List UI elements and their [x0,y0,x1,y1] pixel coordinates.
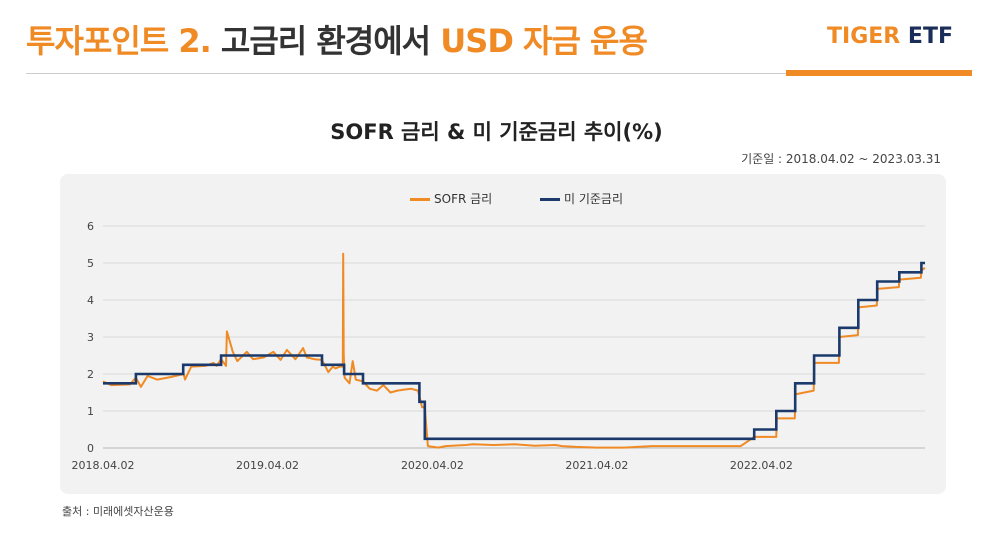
header-rule [26,73,786,74]
series-line-sofr [102,252,926,449]
header-accent-bar [786,70,972,76]
y-tick-label: 4 [87,294,94,307]
x-tick-label: 2018.04.02 [72,459,135,472]
page-title: 투자포인트 2. 고금리 환경에서 USD 자금 운용 [26,16,648,62]
title-part-3: USD 자금 운용 [440,22,648,60]
basis-date: 기준일 : 2018.04.02 ~ 2023.03.31 [741,152,941,166]
legend-fed-label: 미 기준금리 [564,192,624,206]
x-tick-label: 2022.04.02 [730,459,793,472]
legend-fed: 미 기준금리 [540,190,623,207]
tiger-etf-logo: TIGER ETF [827,24,953,49]
logo-etf: ETF [907,24,953,49]
series-line-fed-rate [103,261,925,441]
legend-fed-swatch [540,198,560,201]
y-tick-label: 2 [87,368,94,381]
x-tick-label: 2020.04.02 [401,459,464,472]
y-tick-label: 6 [87,220,94,233]
y-tick-label: 5 [87,257,94,270]
legend-sofr-swatch [410,198,430,201]
source-note: 출처 : 미래에셋자산운용 [62,505,174,518]
y-tick-label: 3 [87,331,94,344]
logo-tiger: TIGER [827,24,901,49]
x-tick-label: 2019.04.02 [236,459,299,472]
chart-panel [60,174,946,494]
chart-title: SOFR 금리 & 미 기준금리 추이(%) [330,120,663,144]
legend-sofr-label: SOFR 금리 [434,192,493,206]
x-tick-label: 2021.04.02 [565,459,628,472]
title-part-1: 투자포인트 2. [26,22,212,60]
title-part-2: 고금리 환경에서 [220,22,431,60]
y-tick-label: 1 [87,405,94,418]
legend-sofr: SOFR 금리 [410,190,492,207]
y-tick-label: 0 [87,442,94,455]
